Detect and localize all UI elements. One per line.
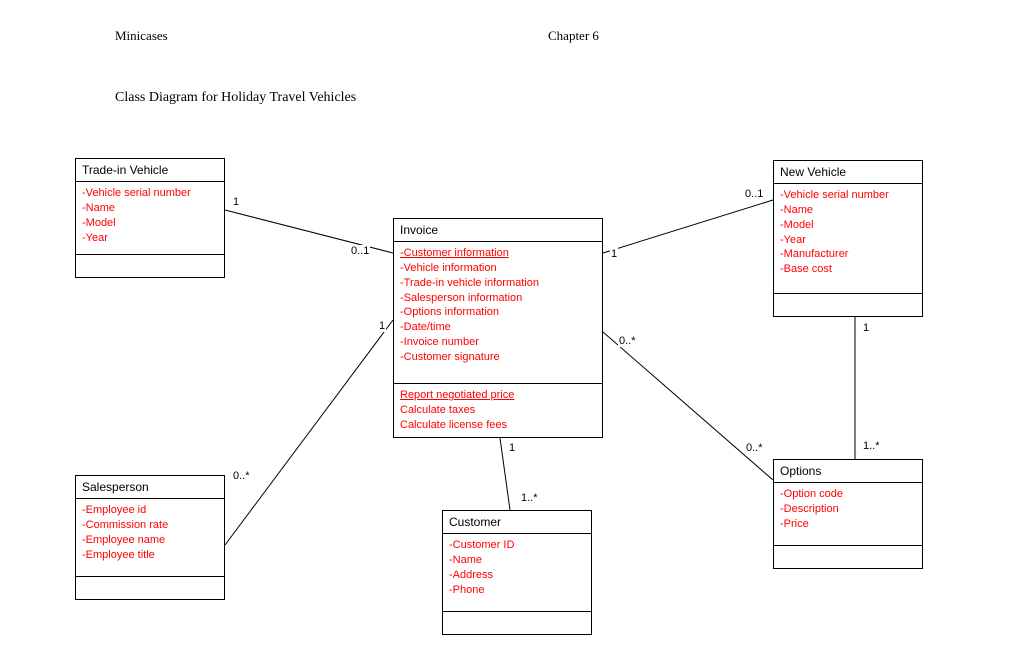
class-attrs-customer: -Customer ID-Name-Address-Phone — [443, 534, 591, 612]
header-minicases: Minicases — [115, 28, 168, 44]
class-ops-options — [774, 546, 922, 568]
class-ops-newvehicle — [774, 294, 922, 316]
attr-line: -Salesperson information — [400, 291, 596, 306]
multiplicity-label: 1 — [378, 320, 386, 332]
class-box-customer: Customer-Customer ID-Name-Address-Phone — [442, 510, 592, 635]
multiplicity-label: 0..* — [232, 470, 251, 482]
class-box-options: Options-Option code-Description-Price — [773, 459, 923, 569]
class-box-salesperson: Salesperson-Employee id-Commission rate-… — [75, 475, 225, 600]
attr-line: -Employee id — [82, 503, 218, 518]
attr-line: -Model — [780, 218, 916, 233]
attr-line: -Vehicle serial number — [780, 188, 916, 203]
attr-line: -Employee title — [82, 548, 218, 563]
attr-line: -Invoice number — [400, 335, 596, 350]
class-box-tradein: Trade-in Vehicle-Vehicle serial number-N… — [75, 158, 225, 278]
attr-line: -Commission rate — [82, 518, 218, 533]
class-name-customer: Customer — [443, 511, 591, 534]
attr-line: -Customer ID — [449, 538, 585, 553]
attr-line: -Date/time — [400, 320, 596, 335]
multiplicity-label: 1..* — [520, 492, 539, 504]
attr-line: -Phone — [449, 583, 585, 598]
attr-line: -Trade-in vehicle information — [400, 276, 596, 291]
attr-line: -Manufacturer — [780, 247, 916, 262]
op-line: Calculate license fees — [400, 418, 596, 433]
multiplicity-label: 1 — [508, 442, 516, 454]
attr-line: -Name — [82, 201, 218, 216]
edge-newvehicle-invoice — [603, 200, 773, 253]
class-ops-customer — [443, 612, 591, 634]
class-name-salesperson: Salesperson — [76, 476, 224, 499]
edge-salesperson-invoice — [225, 320, 393, 545]
op-line: Report negotiated price — [400, 388, 596, 403]
class-attrs-salesperson: -Employee id-Commission rate-Employee na… — [76, 499, 224, 577]
attr-line: -Model — [82, 216, 218, 231]
attr-line: -Customer information — [400, 246, 596, 261]
class-name-newvehicle: New Vehicle — [774, 161, 922, 184]
class-attrs-tradein: -Vehicle serial number-Name-Model-Year — [76, 182, 224, 255]
class-name-tradein: Trade-in Vehicle — [76, 159, 224, 182]
class-ops-tradein — [76, 255, 224, 277]
header-chapter: Chapter 6 — [548, 28, 599, 44]
attr-line: -Option code — [780, 487, 916, 502]
attr-line: -Price — [780, 517, 916, 532]
attr-line: -Year — [82, 231, 218, 246]
attr-line: -Base cost — [780, 262, 916, 277]
multiplicity-label: 0..* — [745, 442, 764, 454]
multiplicity-label: 1 — [232, 196, 240, 208]
attr-line: -Vehicle information — [400, 261, 596, 276]
attr-line: -Employee name — [82, 533, 218, 548]
class-name-options: Options — [774, 460, 922, 483]
attr-line: -Name — [780, 203, 916, 218]
class-attrs-newvehicle: -Vehicle serial number-Name-Model-Year-M… — [774, 184, 922, 294]
attr-line: -Customer signature — [400, 350, 596, 365]
edge-options-invoice — [603, 332, 773, 480]
multiplicity-label: 1 — [610, 248, 618, 260]
class-name-invoice: Invoice — [394, 219, 602, 242]
attr-line: -Year — [780, 233, 916, 248]
attr-line: -Name — [449, 553, 585, 568]
class-attrs-invoice: -Customer information-Vehicle informatio… — [394, 242, 602, 384]
class-ops-salesperson — [76, 577, 224, 599]
multiplicity-label: 1..* — [862, 440, 881, 452]
multiplicity-label: 0..* — [618, 335, 637, 347]
multiplicity-label: 0..1 — [744, 188, 764, 200]
class-box-newvehicle: New Vehicle-Vehicle serial number-Name-M… — [773, 160, 923, 317]
op-line: Calculate taxes — [400, 403, 596, 418]
attr-line: -Description — [780, 502, 916, 517]
attr-line: -Address — [449, 568, 585, 583]
attr-line: -Options information — [400, 305, 596, 320]
class-ops-invoice: Report negotiated priceCalculate taxesCa… — [394, 384, 602, 437]
attr-line: -Vehicle serial number — [82, 186, 218, 201]
multiplicity-label: 1 — [862, 322, 870, 334]
multiplicity-label: 0..1 — [350, 245, 370, 257]
diagram-title: Class Diagram for Holiday Travel Vehicle… — [115, 90, 356, 106]
class-box-invoice: Invoice-Customer information-Vehicle inf… — [393, 218, 603, 438]
class-attrs-options: -Option code-Description-Price — [774, 483, 922, 546]
